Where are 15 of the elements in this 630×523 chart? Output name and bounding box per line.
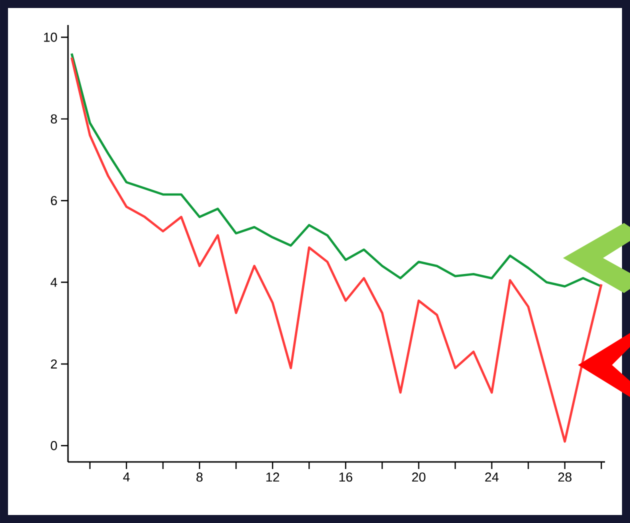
y-tick-label: 2 (50, 359, 57, 368)
x-tick-label: 4 (123, 472, 130, 482)
x-tick-label: 16 (339, 472, 352, 482)
x-tick-label: 8 (196, 472, 203, 482)
line-series (70, 56, 602, 443)
y-tick-label: 4 (50, 278, 58, 287)
y-tick-label: 6 (50, 196, 57, 206)
y-tick-label: 8 (50, 114, 57, 124)
x-tick-label: 28 (558, 472, 572, 482)
y-tick-label: 10 (44, 32, 57, 42)
x-tick-label: 12 (266, 472, 280, 482)
x-tick-label: 20 (412, 472, 426, 482)
y-tick-label: 0 (50, 441, 57, 450)
line-series (70, 52, 602, 288)
x-tick-label: 24 (485, 472, 499, 482)
